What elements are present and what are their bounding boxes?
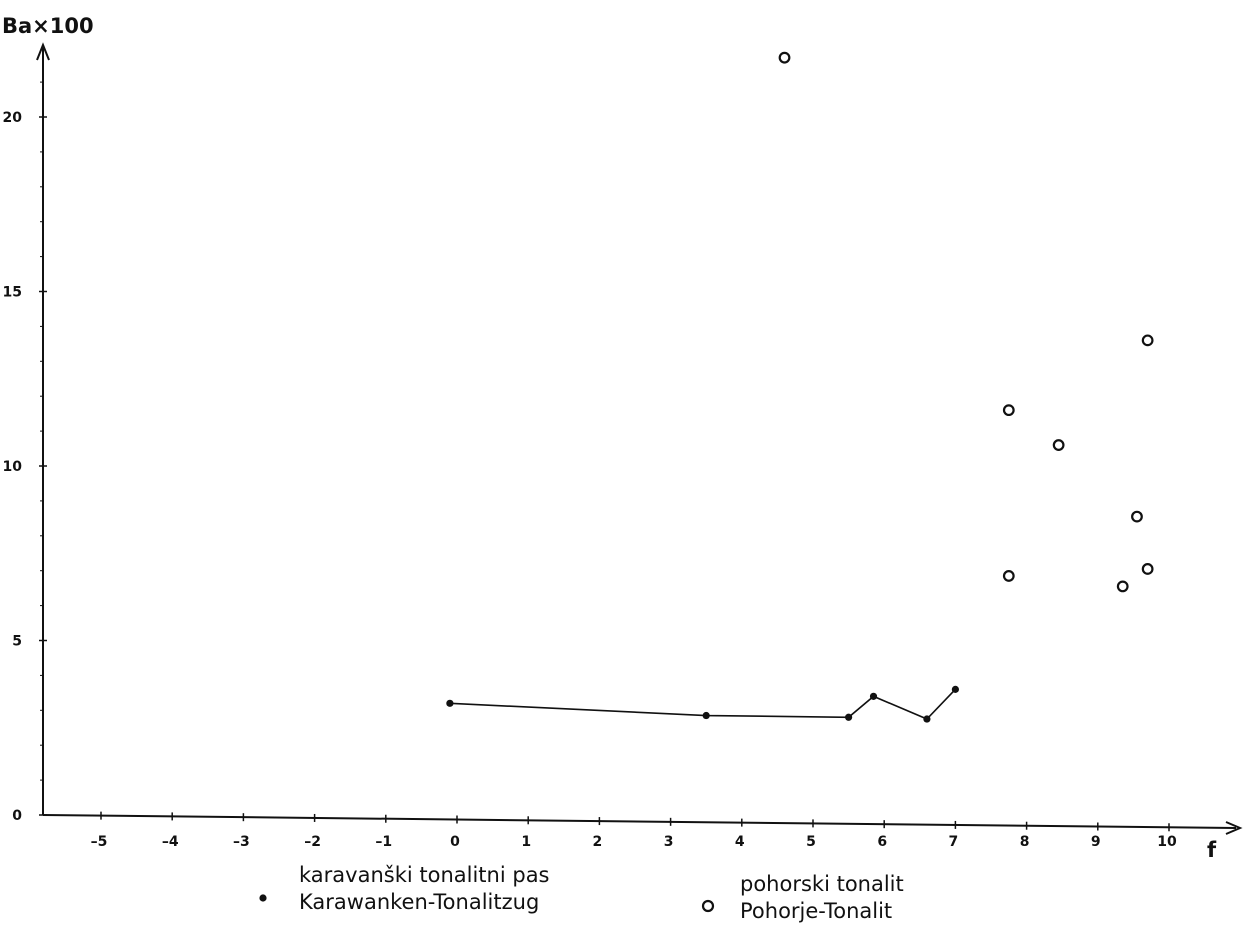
x-tick-label: 0: [450, 834, 460, 850]
x-tick-label: 3: [664, 834, 674, 850]
data-point-filled: [845, 713, 853, 721]
x-tick-label: 2: [593, 834, 603, 850]
data-point-open: [1116, 580, 1129, 593]
data-point-filled: [923, 715, 931, 723]
series-2: [778, 51, 1154, 593]
x-tick-label: –1: [375, 834, 392, 850]
legend-marker-filled: [259, 894, 267, 902]
x-tick-label: 5: [806, 834, 816, 850]
x-tick-label: 8: [1020, 834, 1030, 850]
data-point-filled: [446, 699, 454, 707]
data-point-filled: [702, 711, 710, 720]
x-tick-label: 7: [949, 834, 959, 850]
legend-marker-open: [701, 899, 715, 913]
legend-label: Karawanken-Tonalitzug: [299, 890, 539, 914]
data-point-filled: [869, 692, 878, 700]
x-tick-label: 4: [735, 834, 745, 850]
data-point-open: [778, 51, 791, 64]
data-point-open: [1052, 439, 1065, 451]
x-tick-label: 1: [521, 834, 531, 850]
legend: karavanški tonalitni pas Karawanken-Tonal…: [259, 863, 904, 923]
y-tick-label: 5: [12, 634, 22, 650]
y-tick-label: 0: [12, 808, 22, 824]
y-tick-label: 15: [3, 285, 22, 301]
legend-label: karavanški tonalitni pas: [299, 863, 550, 887]
x-tick-label: 10: [1157, 834, 1177, 850]
x-tick-label: 9: [1091, 834, 1101, 850]
y-tick-label: 10: [3, 459, 23, 475]
series-layer: [446, 51, 1154, 723]
legend-label: pohorski tonalit: [740, 872, 904, 896]
x-tick-label: 6: [877, 834, 887, 850]
data-point-open: [1141, 563, 1154, 575]
data-point-open: [1002, 404, 1015, 417]
data-point-filled: [951, 685, 960, 693]
x-tick-label: –3: [233, 834, 250, 850]
y-tick-label: 20: [3, 110, 23, 126]
y-axis-title: Ba×100: [2, 14, 94, 38]
data-point-open: [1002, 570, 1015, 582]
legend-label: Pohorje-Tonalit: [740, 899, 892, 923]
x-tick-label: –4: [162, 834, 179, 850]
y-axis-arrow: [36, 42, 50, 61]
x-tick-label: –5: [91, 834, 108, 850]
ticks: 0 5 10 15 20 –5 –4 –3 –2 –1 0 1 2 3 4 5 6 7 8 9 10: [3, 81, 1177, 850]
x-axis-line: [42, 814, 1237, 829]
series-1: [446, 685, 960, 723]
data-point-open: [1131, 510, 1143, 523]
x-axis-title: f: [1207, 838, 1217, 862]
x-axis-arrow: [1225, 821, 1243, 835]
x-tick-label: –2: [304, 834, 321, 850]
series-line: [449, 688, 956, 720]
data-point-open: [1141, 334, 1154, 347]
